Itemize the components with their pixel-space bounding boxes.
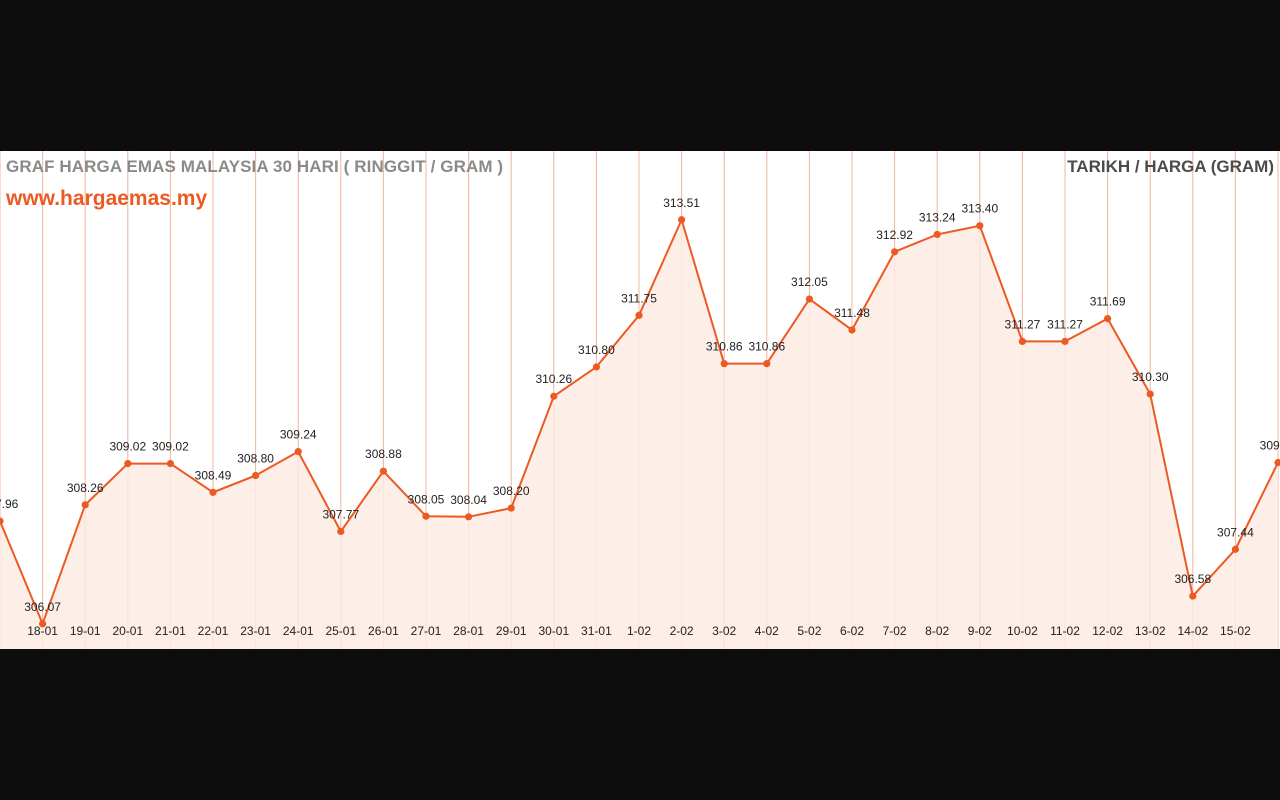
x-tick-label: 8-02 bbox=[925, 624, 949, 638]
data-point bbox=[763, 360, 771, 368]
value-label: 310.86 bbox=[706, 340, 743, 354]
value-label: 308.80 bbox=[237, 452, 274, 466]
data-point bbox=[635, 311, 643, 319]
x-tick-label: 27-01 bbox=[411, 624, 442, 638]
x-tick-label: 25-01 bbox=[325, 624, 356, 638]
x-tick-label: 19-01 bbox=[70, 624, 101, 638]
data-point bbox=[1189, 592, 1197, 600]
x-tick-label: 5-02 bbox=[797, 624, 821, 638]
data-point bbox=[252, 471, 260, 480]
x-tick-label: 23-01 bbox=[240, 624, 271, 638]
value-label: 308.49 bbox=[195, 468, 232, 482]
value-label: 308.26 bbox=[67, 481, 104, 495]
data-point bbox=[592, 363, 601, 371]
value-label: 308.04 bbox=[450, 493, 487, 507]
value-label: 310.30 bbox=[1132, 370, 1169, 384]
value-label: 309.24 bbox=[280, 428, 317, 442]
data-point bbox=[1104, 314, 1112, 323]
value-label: 310.26 bbox=[535, 372, 572, 386]
data-point bbox=[0, 517, 4, 525]
legend-label: TARIKH / HARGA (GRAM) bbox=[1067, 157, 1274, 176]
data-point bbox=[848, 326, 856, 334]
data-point bbox=[124, 459, 132, 468]
x-tick-label: 30-01 bbox=[538, 624, 569, 638]
x-tick-label: 1-02 bbox=[627, 624, 651, 638]
data-point bbox=[720, 360, 728, 368]
value-label: 311.75 bbox=[621, 291, 657, 305]
x-tick-label: 4-02 bbox=[755, 624, 779, 638]
site-url: www.hargaemas.my bbox=[6, 187, 208, 210]
value-label: 307.96 bbox=[0, 497, 19, 511]
x-tick-label: 3-02 bbox=[712, 624, 736, 638]
value-label: 311.27 bbox=[1047, 317, 1083, 331]
data-point bbox=[976, 222, 984, 230]
x-tick-label: 26-01 bbox=[368, 624, 399, 638]
x-tick-label: 10-02 bbox=[1007, 624, 1038, 638]
data-point bbox=[422, 512, 430, 520]
data-point bbox=[1061, 337, 1069, 345]
data-point bbox=[1231, 545, 1239, 553]
chart-title: GRAF HARGA EMAS MALAYSIA 30 HARI ( RINGG… bbox=[6, 157, 504, 176]
data-point bbox=[805, 295, 814, 303]
x-tick-label: 22-01 bbox=[198, 624, 229, 638]
x-tick-label: 12-02 bbox=[1092, 624, 1123, 638]
value-label: 308.20 bbox=[493, 484, 530, 498]
x-tick-label: 15-02 bbox=[1220, 624, 1251, 638]
value-label: 313.40 bbox=[961, 202, 998, 216]
data-point bbox=[337, 527, 345, 536]
x-tick-label: 18-01 bbox=[27, 624, 58, 638]
x-tick-label: 29-01 bbox=[496, 624, 527, 638]
chart-panel: 307.96 306.07 308.26 309.02 309.02 308.49 308.… bbox=[0, 151, 1280, 649]
value-label: 313.24 bbox=[919, 210, 956, 224]
x-tick-label: 24-01 bbox=[283, 624, 314, 638]
value-label: 310.80 bbox=[578, 343, 615, 357]
data-point bbox=[678, 216, 686, 224]
value-label: 309.02 bbox=[152, 440, 189, 454]
x-tick-label: 28-01 bbox=[453, 624, 484, 638]
line-chart: 307.96 306.07 308.26 309.02 309.02 308.49 308.… bbox=[0, 151, 1280, 649]
data-point bbox=[294, 448, 302, 456]
x-tick-label: 2-02 bbox=[670, 624, 694, 638]
x-tick-label: 31-01 bbox=[581, 624, 612, 638]
data-point bbox=[507, 504, 515, 512]
value-label: 309.02 bbox=[109, 440, 146, 454]
data-point bbox=[933, 230, 941, 239]
area-fill bbox=[0, 219, 1278, 649]
x-tick-label: 6-02 bbox=[840, 624, 864, 638]
data-point bbox=[465, 513, 473, 521]
value-label: 312.05 bbox=[791, 275, 828, 289]
data-point bbox=[1018, 337, 1026, 345]
value-label: 310.86 bbox=[748, 340, 785, 354]
data-point bbox=[1146, 390, 1154, 398]
data-point bbox=[209, 488, 217, 496]
value-label: 306.07 bbox=[24, 600, 61, 614]
x-tick-label: 20-01 bbox=[112, 624, 143, 638]
x-tick-label: 7-02 bbox=[883, 624, 907, 638]
data-point bbox=[379, 467, 387, 475]
value-label: 308.88 bbox=[365, 447, 402, 461]
x-tick-label: 14-02 bbox=[1177, 624, 1208, 638]
data-point bbox=[550, 392, 558, 400]
value-label: 307.77 bbox=[322, 507, 359, 521]
value-label: 312.92 bbox=[876, 228, 913, 242]
x-tick-label: 13-02 bbox=[1135, 624, 1166, 638]
data-point bbox=[891, 248, 899, 256]
data-point bbox=[39, 620, 47, 628]
data-point bbox=[166, 459, 174, 468]
value-label: 311.48 bbox=[834, 306, 870, 320]
value-label: 311.27 bbox=[1004, 317, 1040, 331]
value-label: 307.44 bbox=[1217, 525, 1254, 539]
x-tick-label: 21-01 bbox=[155, 624, 186, 638]
x-tick-label: 9-02 bbox=[968, 624, 992, 638]
data-point bbox=[1274, 458, 1280, 467]
value-label: 311.69 bbox=[1090, 295, 1126, 309]
x-tick-label: 11-02 bbox=[1050, 624, 1080, 638]
value-label: 309.04 bbox=[1260, 438, 1280, 452]
value-label: 308.05 bbox=[408, 492, 445, 506]
data-point bbox=[81, 501, 89, 509]
value-label: 306.58 bbox=[1174, 572, 1211, 586]
value-label: 313.51 bbox=[663, 196, 700, 210]
